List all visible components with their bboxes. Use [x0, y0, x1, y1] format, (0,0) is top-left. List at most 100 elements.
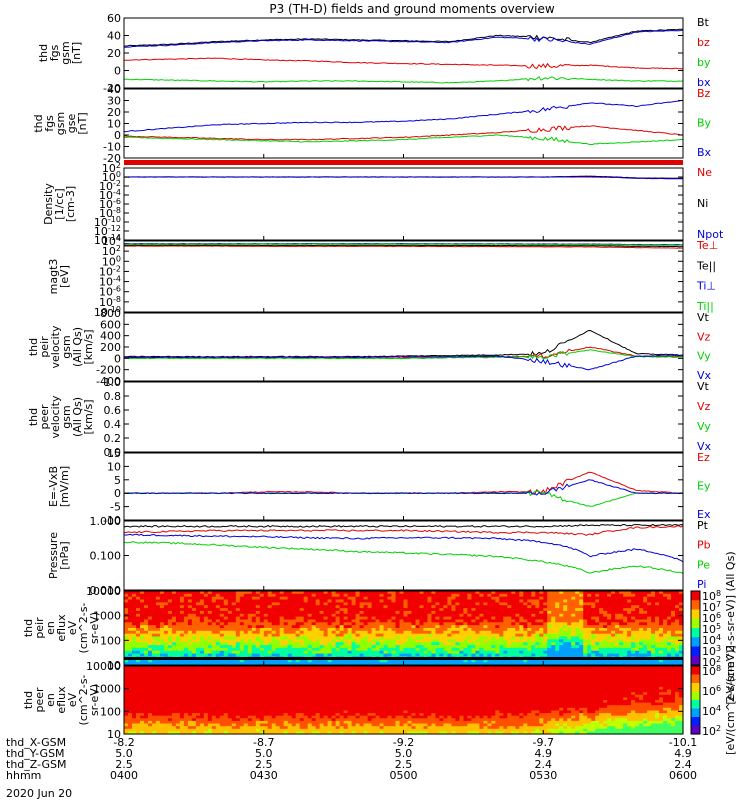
spectrogram-cell: [479, 666, 484, 670]
spectrogram-cell: [315, 647, 321, 652]
spectrogram-cell: [475, 671, 480, 675]
spectrogram-cell: [655, 668, 660, 672]
spectrogram-cell: [607, 591, 612, 595]
series-line-Pe: [123, 541, 684, 575]
spectrogram-cell: [535, 645, 540, 649]
spectrogram-cell: [639, 662, 644, 666]
spectrogram-cell: [148, 645, 153, 649]
spectrogram-cell: [495, 679, 500, 683]
spectrogram-cell: [487, 608, 492, 612]
spectrogram-cell: [519, 605, 524, 609]
spectrogram-cell: [615, 622, 620, 626]
spectrogram-cell: [663, 659, 668, 663]
spectrogram-cell: [503, 622, 508, 626]
spectrogram-cell: [659, 662, 664, 666]
spectrogram-cell: [163, 676, 169, 680]
spectrogram-cell: [132, 676, 137, 680]
spectrogram-cell: [311, 668, 317, 672]
spectrogram-cell: [223, 619, 229, 623]
spectrogram-cell: [124, 662, 129, 666]
spectrogram-cell: [140, 593, 145, 598]
spectrogram-cell: [675, 616, 680, 620]
spectrogram-cell: [183, 676, 189, 680]
spectrogram-cell: [387, 628, 393, 632]
spectrogram-cell: [543, 625, 548, 629]
spectrogram-cell: [583, 666, 588, 670]
spectrogram-cell: [167, 668, 173, 672]
spectrogram-cell: [247, 673, 253, 677]
spectrogram-cell: [279, 659, 285, 663]
spectrogram-cell: [555, 602, 560, 606]
spectrogram-cell: [351, 633, 357, 638]
spectrogram-cell: [511, 642, 516, 646]
spectrogram-cell: [159, 622, 165, 626]
spectrogram-cell: [395, 639, 401, 643]
spectrogram-cell: [291, 636, 297, 640]
spectrogram-cell: [136, 596, 141, 601]
spectrogram-cell: [243, 681, 249, 685]
spectrogram-cell: [551, 622, 556, 626]
spectrogram-cell: [136, 650, 141, 655]
spectrogram-cell: [167, 619, 173, 623]
spectrogram-cell: [343, 591, 349, 595]
spectrogram-cell: [655, 593, 660, 598]
spectrogram-cell: [407, 639, 413, 643]
spectrogram-cell: [567, 676, 572, 680]
spectrogram-cell: [179, 659, 185, 663]
y-axis-label: gsm: [60, 405, 73, 428]
spectrogram-cell: [499, 616, 504, 620]
spectrogram-cell: [275, 645, 281, 649]
spectrogram-cell: [167, 591, 173, 595]
spectrogram-cell: [647, 659, 652, 663]
spectrogram-cell: [339, 596, 345, 601]
spectrogram-cell: [175, 599, 181, 603]
spectrogram-cell: [571, 642, 576, 646]
spectrogram-cell: [671, 605, 676, 609]
spectrogram-cell: [155, 659, 161, 663]
spectrogram-cell: [447, 681, 452, 685]
spectrogram-cell: [435, 673, 440, 677]
spectrogram-cell: [415, 596, 421, 601]
y-tick-label: 0.6: [104, 404, 122, 417]
spectrogram-cell: [559, 608, 564, 612]
spectrogram-cell: [383, 681, 389, 685]
spectrogram-cell: [651, 647, 656, 652]
spectrogram-cell: [295, 645, 301, 649]
y-tick-label: 60: [107, 12, 121, 25]
spectrogram-cell: [303, 602, 309, 606]
panels: Btbzbybx6040200-20thdfgsgsm[nT]BzByBx403…: [22, 12, 737, 755]
spectrogram-cell: [159, 596, 165, 601]
spectrogram-cell: [283, 650, 289, 655]
spectrogram-cell: [623, 645, 628, 649]
panel-frame: [123, 17, 684, 89]
spectrogram-cell: [211, 628, 217, 632]
spectrogram-cell: [124, 642, 129, 646]
spectrogram-cell: [299, 622, 305, 626]
spectrogram-cell: [219, 659, 225, 663]
spectrogram-cell: [355, 673, 361, 677]
spectrogram-cell: [191, 608, 197, 612]
spectrogram-cell: [615, 599, 620, 603]
spectrogram-cell: [371, 596, 377, 601]
spectrogram-cell: [459, 662, 464, 666]
spectrogram-cell: [467, 591, 472, 595]
spectrogram-cell: [435, 639, 440, 643]
spectrogram-cell: [563, 593, 568, 598]
spectrogram-cell: [527, 608, 532, 612]
spectrogram-cell: [247, 671, 253, 675]
spectrogram-cell: [371, 593, 377, 598]
spectrogram-cell: [523, 647, 528, 652]
spectrogram-cell: [223, 668, 229, 672]
spectrogram-cell: [555, 610, 560, 615]
spectrogram-cell: [431, 647, 436, 652]
spectrogram-cell: [483, 602, 488, 606]
spectrogram-cell: [471, 622, 476, 626]
spectrogram-cell: [499, 676, 504, 680]
spectrogram-cell: [299, 608, 305, 612]
spectrogram-cell: [519, 650, 524, 655]
spectrogram-cell: [507, 659, 512, 663]
spectrogram-cell: [132, 599, 137, 603]
spectrogram-cell: [227, 666, 233, 670]
spectrogram-cell: [667, 605, 672, 609]
spectrogram-cell: [527, 668, 532, 672]
